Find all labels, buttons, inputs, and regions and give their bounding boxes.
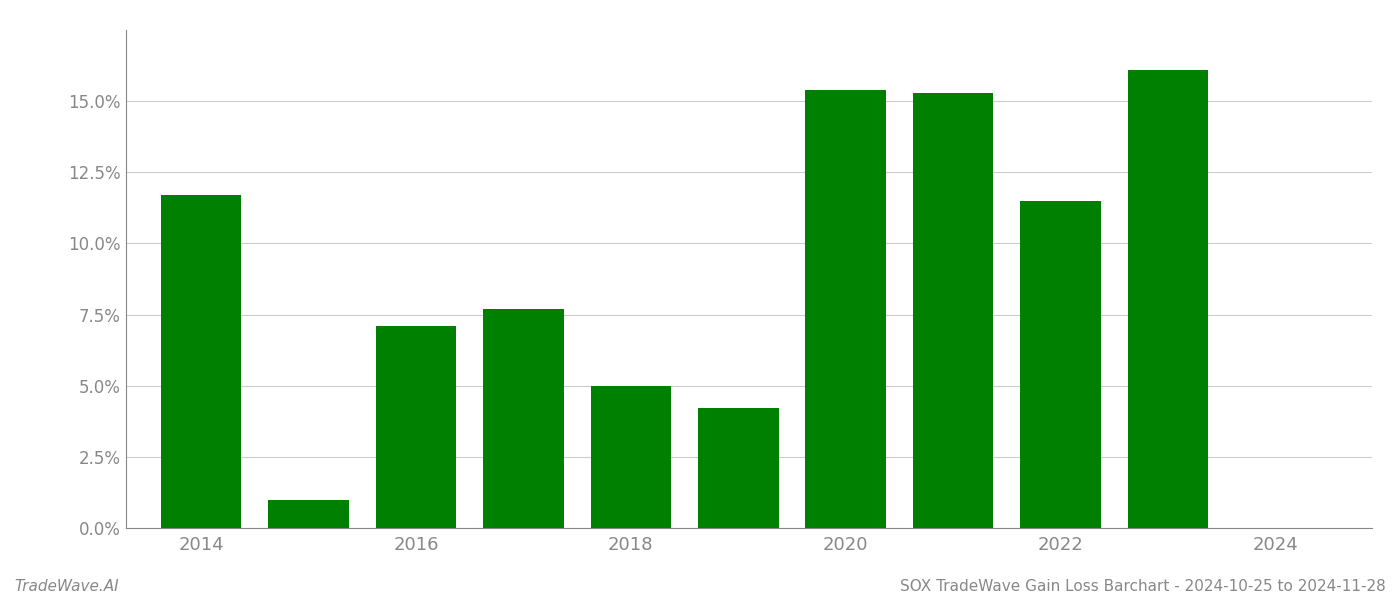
- Text: TradeWave.AI: TradeWave.AI: [14, 579, 119, 594]
- Bar: [161, 195, 241, 528]
- Bar: [699, 409, 778, 528]
- Bar: [913, 92, 994, 528]
- Bar: [591, 386, 671, 528]
- Bar: [1127, 70, 1208, 528]
- Bar: [269, 500, 349, 528]
- Bar: [483, 309, 564, 528]
- Bar: [1021, 201, 1100, 528]
- Bar: [805, 90, 886, 528]
- Bar: [375, 326, 456, 528]
- Text: SOX TradeWave Gain Loss Barchart - 2024-10-25 to 2024-11-28: SOX TradeWave Gain Loss Barchart - 2024-…: [900, 579, 1386, 594]
